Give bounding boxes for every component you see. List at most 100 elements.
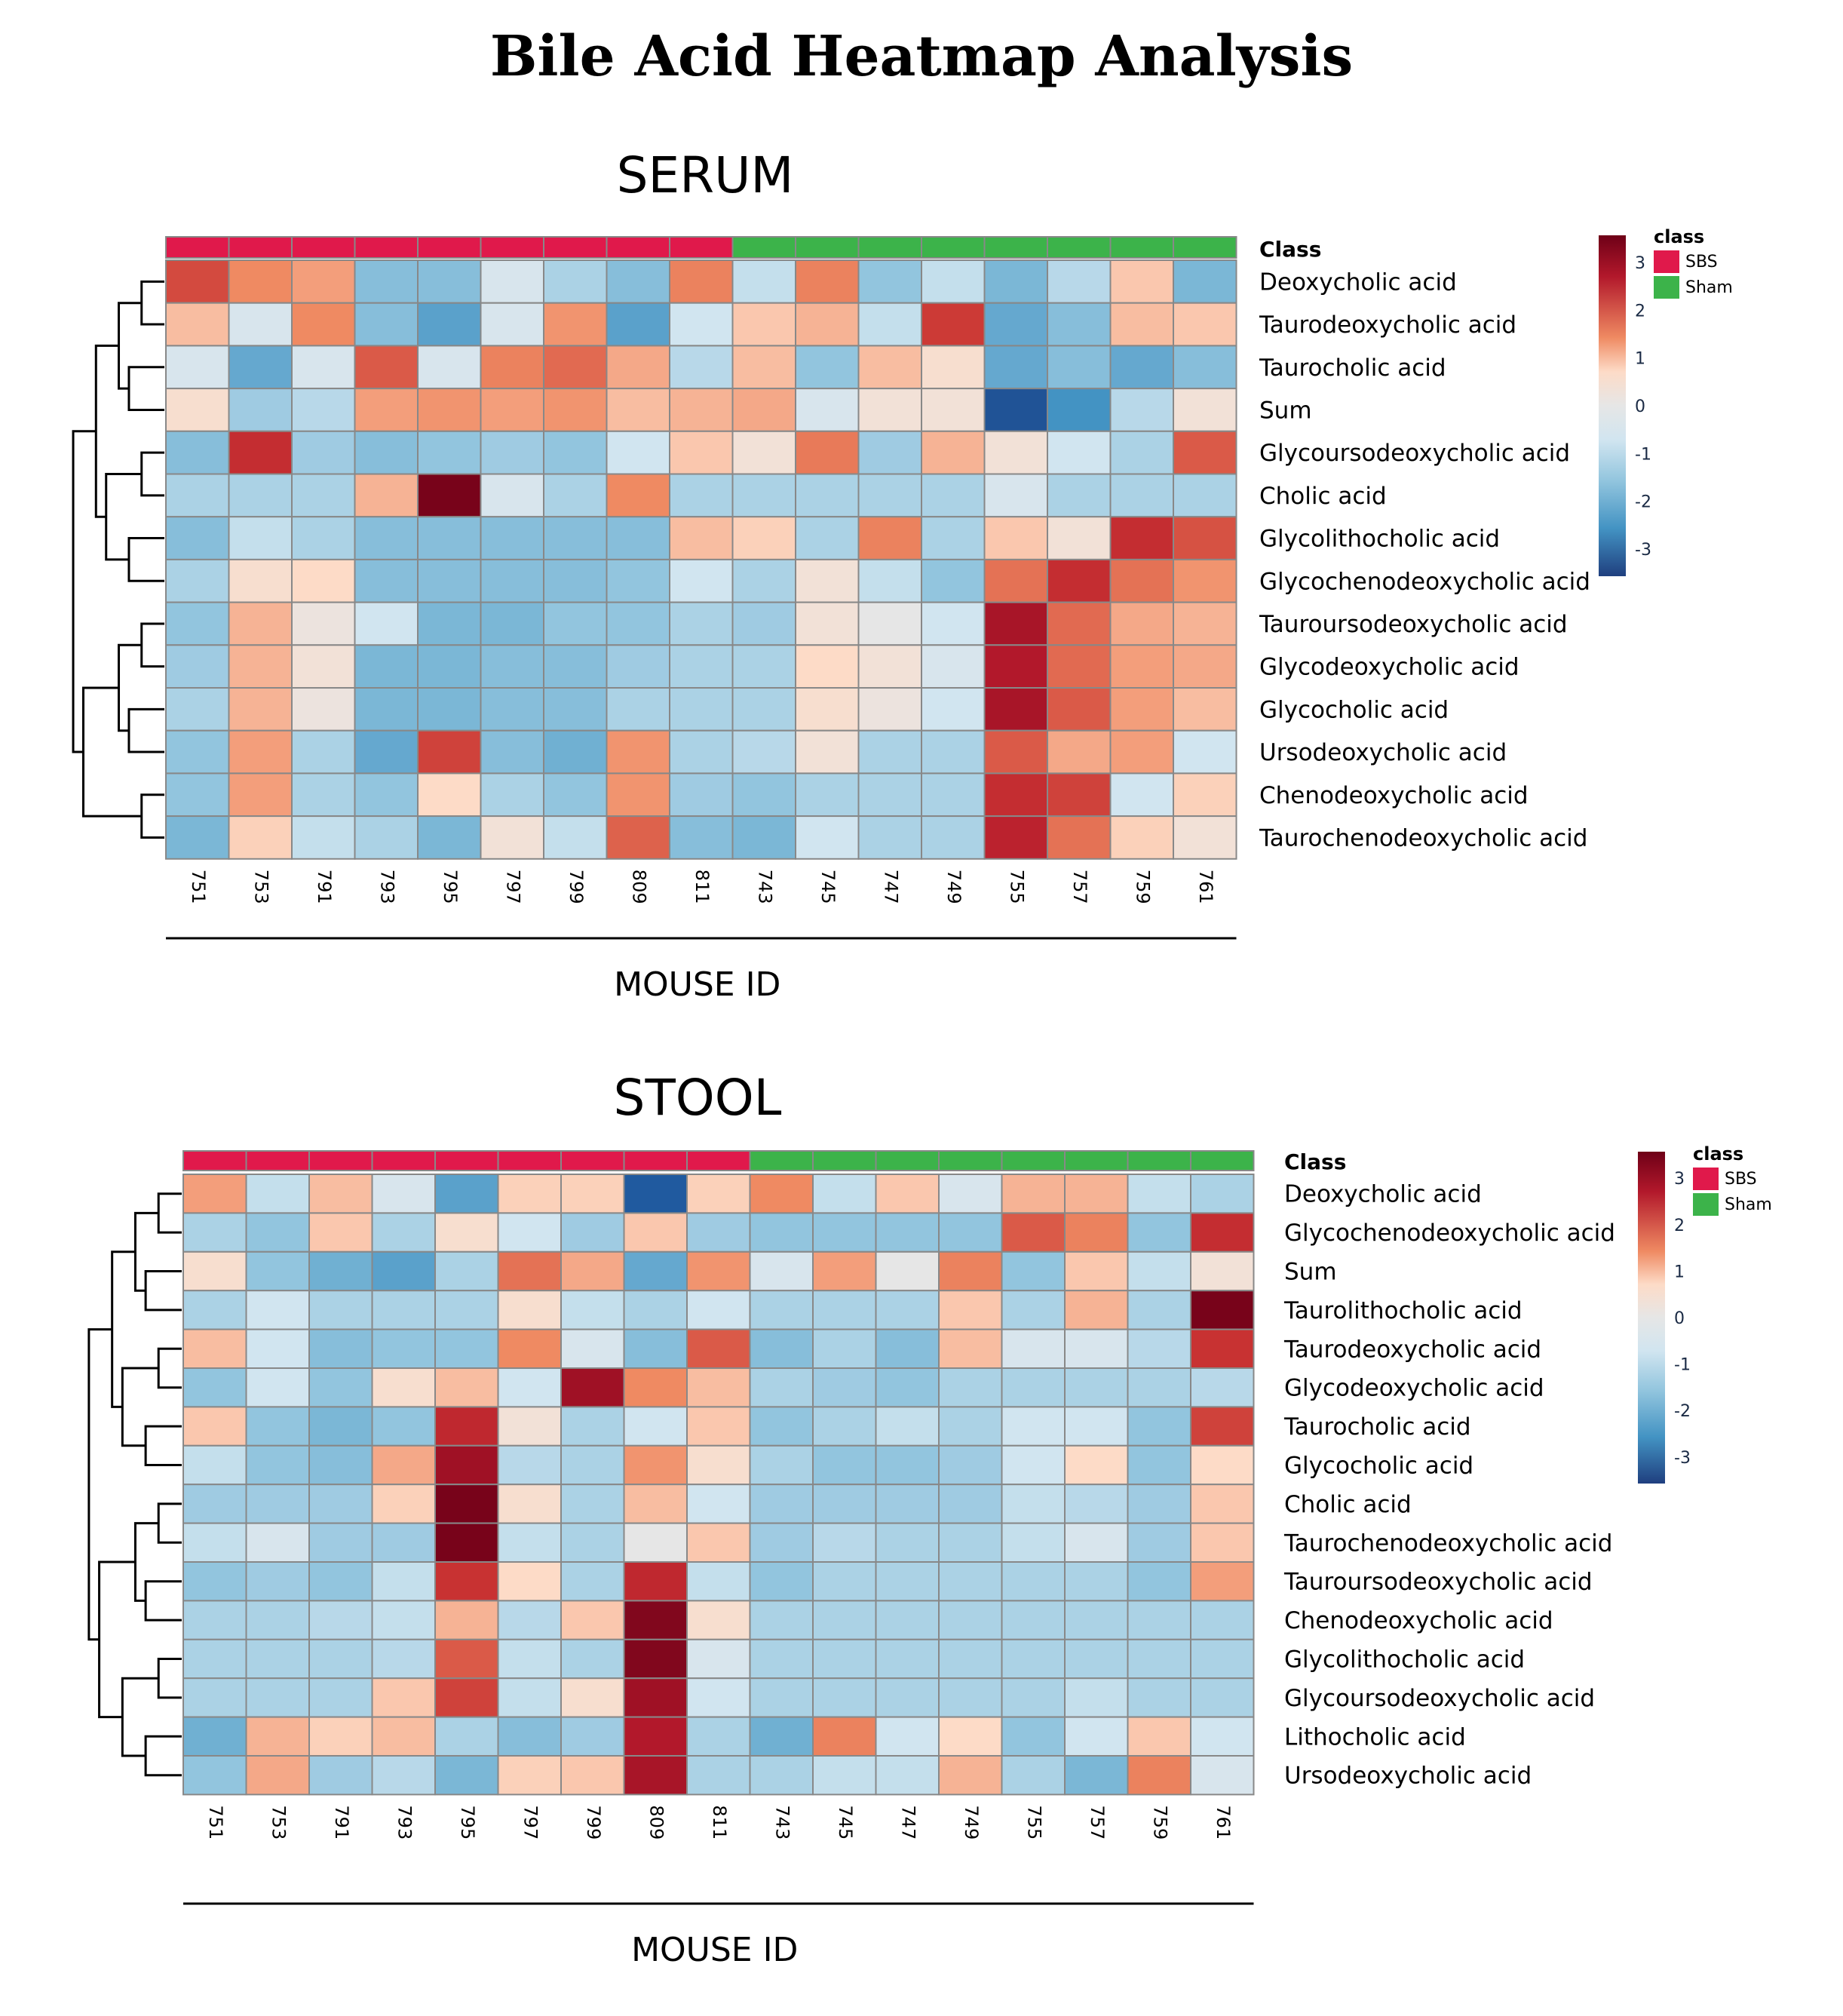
dendrogram-branch	[118, 302, 142, 390]
heatmap-cell	[1173, 516, 1237, 560]
heatmap-cell	[606, 516, 670, 560]
column-label: 799	[566, 870, 587, 904]
heatmap-cell	[606, 345, 670, 390]
heatmap-cell	[875, 1638, 940, 1680]
heatmap-cell	[308, 1250, 373, 1292]
column-label: 759	[1149, 1805, 1170, 1840]
x-axis-label: MOUSE ID	[614, 965, 780, 1004]
heatmap-cell	[875, 1406, 940, 1447]
class-legend-swatch	[1654, 276, 1679, 299]
heatmap-cell	[560, 1250, 625, 1292]
dendrogram-branch	[121, 1677, 159, 1757]
heatmap-cell	[417, 815, 482, 860]
heatmap-cell	[669, 259, 734, 304]
row-label: Glycolithocholic acid	[1259, 526, 1500, 553]
heatmap-cell	[1047, 516, 1112, 560]
heatmap-cell	[480, 687, 544, 732]
heatmap-cell	[1001, 1406, 1066, 1447]
heatmap-cell	[417, 345, 482, 390]
color-scale-tick: 1	[1635, 350, 1645, 369]
heatmap-cell	[308, 1290, 373, 1330]
heatmap-cell	[291, 302, 356, 347]
row-label: Ursodeoxycholic acid	[1259, 739, 1507, 766]
heatmap-cell	[497, 1561, 562, 1602]
heatmap-cell	[875, 1174, 940, 1214]
heatmap-cell	[1173, 815, 1237, 860]
row-label: Glycoursodeoxycholic acid	[1284, 1685, 1595, 1712]
heatmap-cell	[875, 1290, 940, 1330]
heatmap-cell	[938, 1638, 1003, 1680]
heatmap-cell	[1109, 430, 1174, 475]
heatmap-cell	[182, 1716, 247, 1757]
heatmap-cell	[1064, 1174, 1129, 1214]
heatmap-cell	[560, 1406, 625, 1447]
column-label: 745	[835, 1805, 856, 1840]
heatmap-cell	[291, 815, 356, 860]
heatmap-cell	[182, 1250, 247, 1292]
heatmap-cell	[182, 1638, 247, 1680]
heatmap-cell	[165, 516, 230, 560]
heatmap-cell	[291, 473, 356, 518]
heatmap-cell	[497, 1484, 562, 1524]
heatmap-cell	[434, 1406, 499, 1447]
class-annotation-cell	[417, 236, 482, 259]
heatmap-cell	[245, 1638, 310, 1680]
heatmap-cell	[921, 729, 986, 775]
heatmap-cell	[938, 1290, 1003, 1330]
row-label: Taurochenodeoxycholic acid	[1283, 1530, 1612, 1557]
heatmap-cell	[1127, 1638, 1191, 1680]
color-scale-tick: -1	[1635, 445, 1651, 464]
column-label: 751	[188, 870, 209, 904]
heatmap-cell	[686, 1406, 751, 1447]
class-annotation-cell	[228, 236, 293, 259]
heatmap-cell	[875, 1677, 940, 1718]
row-label: Glycochenodeoxycholic acid	[1284, 1220, 1615, 1247]
heatmap-cell	[1064, 1212, 1129, 1253]
column-label: 811	[692, 870, 713, 904]
heatmap-cell	[921, 388, 986, 432]
class-annotation-cell	[812, 1150, 877, 1171]
heatmap-cell	[749, 1290, 814, 1330]
heatmap-cell	[812, 1406, 877, 1447]
dendrogram-branch	[144, 1580, 182, 1622]
heatmap-cell	[308, 1561, 373, 1602]
heatmap-cell	[497, 1328, 562, 1369]
heatmap-cell	[480, 388, 544, 432]
heatmap-cell	[623, 1755, 688, 1796]
heatmap-cell	[983, 815, 1048, 860]
heatmap-cell	[480, 302, 544, 347]
heatmap-cell	[606, 388, 670, 432]
heatmap-cell	[1190, 1677, 1255, 1718]
color-scale-tick: -3	[1635, 541, 1651, 560]
heatmap-cell	[795, 729, 860, 775]
class-annotation-cell	[245, 1150, 310, 1171]
heatmap-cell	[983, 473, 1048, 518]
heatmap-cell	[543, 473, 608, 518]
heatmap-cell	[182, 1484, 247, 1524]
heatmap-cell	[669, 558, 734, 603]
heatmap-cell	[686, 1444, 751, 1486]
heatmap-cell	[669, 302, 734, 347]
annotation-label: Class	[1284, 1149, 1346, 1174]
row-label: Chenodeoxycholic acid	[1259, 782, 1529, 809]
heatmap-cell	[245, 1561, 310, 1602]
heatmap-cell	[182, 1174, 247, 1214]
heatmap-cell	[1001, 1250, 1066, 1292]
heatmap-cell	[291, 687, 356, 732]
heatmap-cell	[434, 1212, 499, 1253]
heatmap-cell	[875, 1328, 940, 1369]
heatmap-cell	[686, 1638, 751, 1680]
heatmap-cell	[812, 1250, 877, 1292]
heatmap-cell	[1001, 1444, 1066, 1486]
class-legend-swatch	[1693, 1168, 1719, 1190]
dendrogram-branch	[133, 1211, 159, 1292]
heatmap-cell	[749, 1328, 814, 1369]
heatmap-cell	[245, 1212, 310, 1253]
heatmap-cell	[795, 388, 860, 432]
heatmap-cell	[686, 1367, 751, 1408]
heatmap-cell	[857, 388, 922, 432]
heatmap-cell	[371, 1638, 436, 1680]
heatmap-cell	[228, 430, 293, 475]
column-label: 811	[709, 1805, 730, 1840]
heatmap-cell	[686, 1716, 751, 1757]
